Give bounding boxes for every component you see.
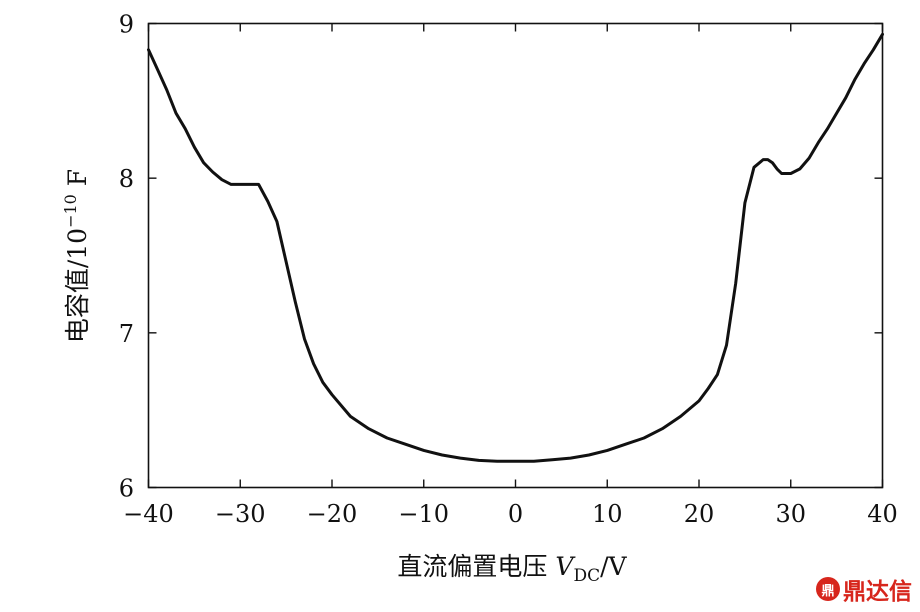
x-axis-title: 直流偏置电压 VDC/V	[397, 552, 627, 586]
series-line	[147, 32, 884, 463]
plot-frame	[147, 22, 884, 489]
x-tick-label: 0	[508, 500, 523, 528]
y-tick-label: 7	[119, 320, 134, 348]
watermark-text: 鼎达信	[843, 579, 912, 605]
axis-tick-labels: −40 −30 −20 −10 0 10 20 30 40 6 7 8 9	[119, 11, 898, 529]
axis-ticks	[147, 22, 884, 489]
x-tick-label: 30	[775, 500, 806, 528]
x-tick-label: 40	[867, 500, 898, 528]
x-tick-label: −20	[307, 500, 358, 528]
x-tick-label: 10	[592, 500, 623, 528]
x-tick-label: −10	[398, 500, 449, 528]
y-axis-title: 电容值/10−10 F	[61, 169, 92, 343]
watermark-logo: 鼎 鼎达信	[816, 574, 912, 605]
y-tick-label: 8	[119, 165, 134, 193]
y-tick-label: 6	[119, 475, 134, 503]
y-tick-label: 9	[119, 11, 134, 39]
x-tick-label: 20	[684, 500, 715, 528]
watermark-badge-icon: 鼎	[816, 577, 840, 601]
x-tick-label: −30	[215, 500, 266, 528]
x-tick-label: −40	[123, 500, 174, 528]
